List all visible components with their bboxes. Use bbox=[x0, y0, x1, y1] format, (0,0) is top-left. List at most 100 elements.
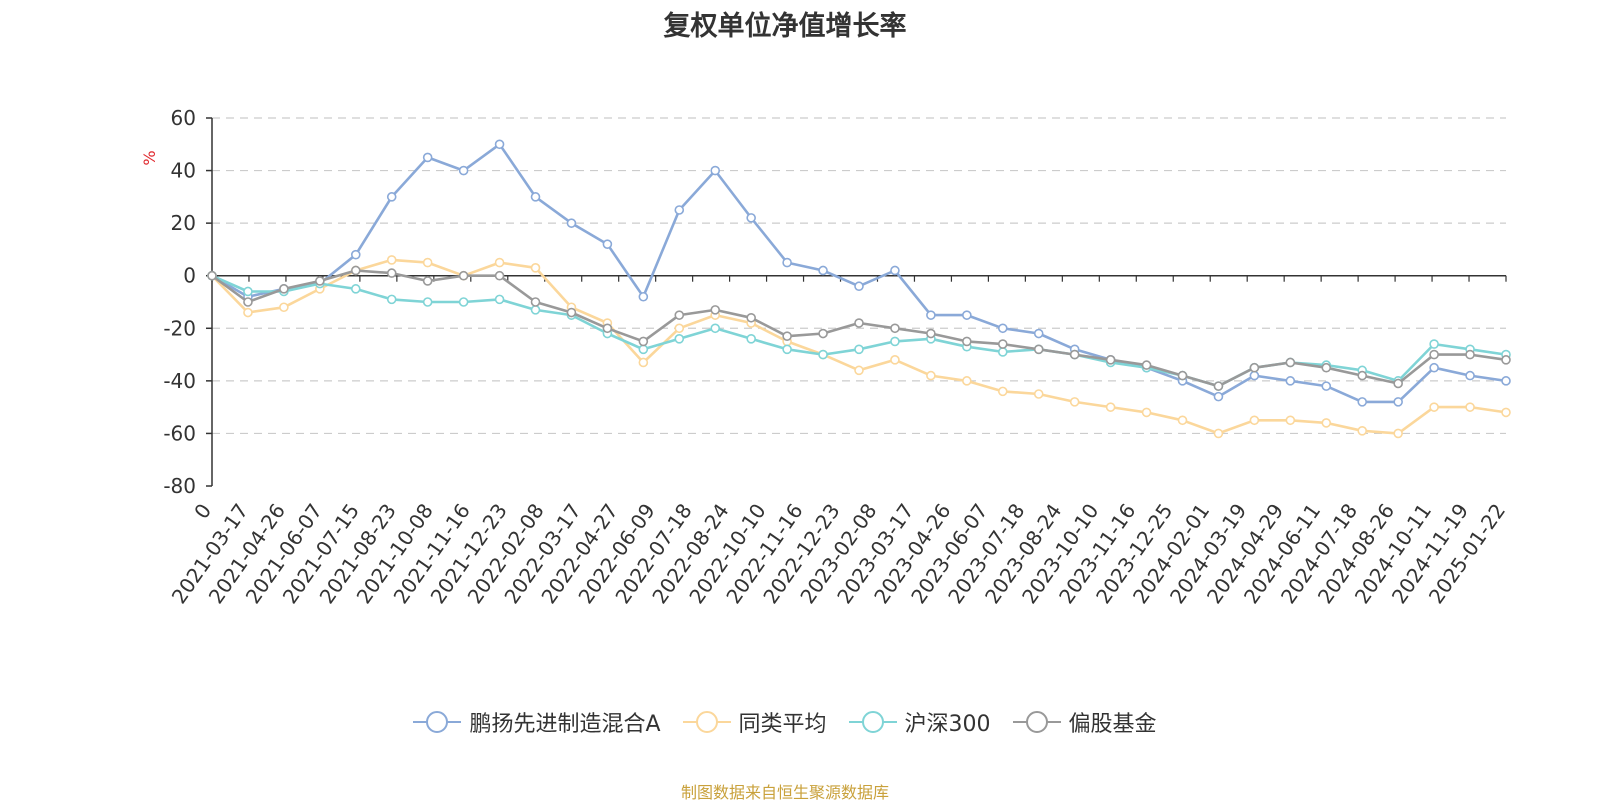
data-point-0 bbox=[1033, 328, 1044, 339]
data-point-1 bbox=[1249, 415, 1260, 426]
data-point-0 bbox=[710, 165, 721, 176]
data-point-0 bbox=[997, 323, 1008, 334]
data-point-3 bbox=[422, 276, 433, 286]
data-point-1 bbox=[962, 376, 972, 386]
data-source: 制图数据来自恒生聚源数据库 bbox=[680, 783, 889, 802]
data-point-3 bbox=[1465, 349, 1475, 360]
data-point-0 bbox=[1501, 376, 1511, 386]
data-point-1 bbox=[1465, 402, 1475, 412]
data-point-3 bbox=[674, 310, 685, 320]
data-point-0 bbox=[386, 192, 397, 202]
chart-title: 复权单位净值增长率 bbox=[663, 11, 907, 42]
x-tick-label: 0 bbox=[189, 499, 216, 523]
data-point-1 bbox=[890, 355, 900, 365]
data-point-2 bbox=[854, 344, 864, 355]
data-point-3 bbox=[1105, 355, 1116, 365]
data-point-1 bbox=[854, 365, 864, 376]
data-point-1 bbox=[1105, 402, 1116, 412]
data-point-3 bbox=[279, 284, 289, 294]
data-point-3 bbox=[638, 336, 649, 347]
data-point-1 bbox=[1429, 402, 1439, 412]
data-point-1 bbox=[674, 323, 685, 334]
legend-swatch-icon bbox=[413, 711, 462, 733]
data-point-3 bbox=[818, 328, 828, 339]
data-point-3 bbox=[962, 336, 972, 347]
data-point-1 bbox=[1285, 415, 1296, 426]
legend-item-pengyang[interactable]: 鹏扬先进制造混合A bbox=[413, 706, 661, 738]
data-point-2 bbox=[458, 297, 469, 307]
data-point-1 bbox=[997, 386, 1008, 397]
y-tick-label: -40 bbox=[163, 369, 196, 393]
legend-item-equity-fund[interactable]: 偏股基金 bbox=[1012, 706, 1157, 738]
data-point-1 bbox=[1069, 397, 1080, 407]
data-point-2 bbox=[674, 333, 685, 344]
data-point-3 bbox=[1069, 349, 1080, 360]
data-point-3 bbox=[710, 305, 721, 315]
data-point-0 bbox=[1285, 376, 1296, 386]
data-point-2 bbox=[890, 336, 900, 347]
y-tick-label: -60 bbox=[163, 421, 196, 445]
data-point-0 bbox=[458, 165, 469, 176]
data-point-3 bbox=[243, 297, 253, 307]
y-tick-label: 0 bbox=[183, 264, 196, 288]
legend-label: 同类平均 bbox=[738, 712, 827, 737]
data-point-3 bbox=[1141, 360, 1152, 370]
data-point-1 bbox=[494, 257, 505, 268]
y-tick-label: 20 bbox=[171, 211, 196, 235]
data-point-3 bbox=[1177, 370, 1188, 381]
data-point-3 bbox=[566, 307, 577, 318]
data-point-1 bbox=[1213, 428, 1224, 439]
data-point-2 bbox=[638, 344, 649, 355]
data-point-1 bbox=[530, 263, 541, 273]
data-point-3 bbox=[746, 312, 756, 323]
data-point-3 bbox=[1285, 357, 1296, 368]
data-point-0 bbox=[494, 139, 505, 150]
line-chart: 6040200-20-40-60-80%02021-03-172021-04-2… bbox=[140, 106, 1511, 608]
data-point-1 bbox=[243, 307, 253, 318]
data-point-3 bbox=[854, 318, 864, 328]
data-point-2 bbox=[782, 344, 792, 355]
y-tick-label: -20 bbox=[163, 316, 196, 340]
y-tick-label: 60 bbox=[171, 106, 196, 130]
data-point-0 bbox=[350, 249, 361, 260]
data-point-3 bbox=[1429, 349, 1439, 360]
data-point-0 bbox=[1393, 397, 1403, 407]
y-tick-label: 40 bbox=[171, 159, 196, 183]
data-point-3 bbox=[1501, 355, 1511, 365]
data-point-3 bbox=[350, 265, 361, 276]
data-point-3 bbox=[782, 331, 792, 341]
data-point-1 bbox=[1501, 407, 1511, 418]
data-point-0 bbox=[638, 291, 649, 302]
data-point-2 bbox=[386, 294, 397, 305]
data-point-2 bbox=[710, 323, 721, 334]
data-point-3 bbox=[1357, 370, 1368, 381]
data-point-3 bbox=[602, 323, 613, 334]
data-point-3 bbox=[207, 270, 217, 281]
data-point-3 bbox=[458, 270, 469, 281]
data-point-2 bbox=[243, 286, 253, 297]
data-point-1 bbox=[422, 257, 433, 268]
data-point-3 bbox=[997, 339, 1008, 349]
legend-item-csi300[interactable]: 沪深300 bbox=[848, 706, 991, 738]
data-point-0 bbox=[782, 257, 792, 268]
data-point-0 bbox=[1357, 397, 1368, 407]
data-point-2 bbox=[350, 284, 361, 294]
data-point-3 bbox=[1393, 378, 1403, 389]
data-point-0 bbox=[1465, 370, 1475, 381]
data-point-0 bbox=[422, 152, 433, 163]
legend-swatch-icon bbox=[848, 711, 897, 733]
legend-item-peer-average[interactable]: 同类平均 bbox=[682, 706, 827, 738]
data-point-3 bbox=[926, 328, 936, 339]
data-point-3 bbox=[530, 297, 541, 307]
data-point-1 bbox=[1357, 425, 1368, 436]
data-point-2 bbox=[1429, 339, 1439, 349]
data-point-0 bbox=[566, 218, 577, 228]
data-point-0 bbox=[854, 281, 864, 292]
data-point-1 bbox=[1321, 418, 1332, 428]
legend-swatch-icon bbox=[1012, 711, 1061, 733]
data-point-0 bbox=[818, 265, 828, 276]
data-point-0 bbox=[746, 213, 756, 223]
data-point-3 bbox=[494, 270, 505, 281]
legend-label: 偏股基金 bbox=[1068, 712, 1157, 737]
data-point-0 bbox=[530, 192, 541, 202]
